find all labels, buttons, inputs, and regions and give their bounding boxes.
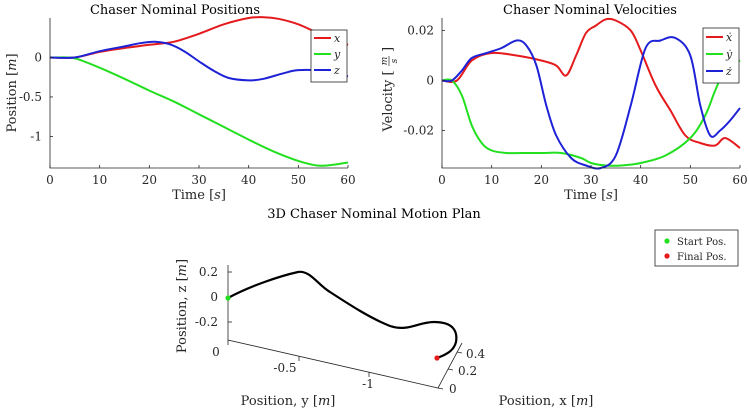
velocities-plot: Chaser Nominal Velocities 0 10 20 30 40 50 60 … — [380, 3, 748, 203]
positions-ylabel: Position [m] — [5, 53, 20, 132]
velocities-series-line-0 — [441, 17, 741, 149]
x-tick-label: 0 — [449, 382, 457, 396]
legend-label-z: z — [333, 64, 340, 77]
positions-x-ticks: 0 10 20 30 40 50 60 — [46, 165, 356, 187]
motion-plan-legend: Start Pos. Final Pos. — [654, 229, 739, 267]
positions-xtick-label: 50 — [291, 173, 306, 187]
motion-plan-legend-box — [654, 229, 739, 267]
x-tick-label: 0.4 — [466, 347, 485, 361]
positions-series-line-2 — [49, 40, 349, 82]
x-ticks: 0 0.2 0.4 — [437, 347, 485, 396]
x-axis-label: Position, x [m] — [499, 394, 594, 409]
legend-label-start: Start Pos. — [677, 237, 726, 248]
velocities-ytick-label: -0.02 — [403, 124, 434, 138]
positions-series-line-1 — [49, 56, 349, 167]
legend-label-final: Final Pos. — [677, 252, 727, 263]
legend-marker-start — [664, 238, 670, 244]
positions-xtick-label: 60 — [340, 173, 355, 187]
motion-plan-title: 3D Chaser Nominal Motion Plan — [267, 207, 481, 222]
legend-marker-final — [664, 253, 670, 259]
velocities-y-ticks: 0.02 0 -0.02 — [403, 24, 445, 138]
legend-label-xdot: ẋ — [726, 31, 733, 44]
positions-ytick-label: -1 — [30, 129, 42, 143]
y-ticks: 0 -0.5 -1 — [212, 340, 374, 391]
positions-xtick-label: 0 — [46, 173, 54, 187]
y-axis-label: Position, y [m] — [241, 394, 336, 409]
z-tick-label: 0 — [210, 290, 218, 304]
positions-plot: Chaser Nominal Positions 0 10 20 30 40 50 60 0… — [5, 3, 356, 203]
start-marker — [225, 295, 231, 301]
velocities-yunit-den: s — [390, 58, 400, 63]
legend-label-zdot: ż — [725, 65, 732, 78]
velocities-xtick-label: 40 — [633, 173, 648, 187]
trajectory-line — [227, 270, 458, 360]
x-tick-mark — [456, 351, 463, 354]
positions-xtick-label: 40 — [241, 173, 256, 187]
positions-title: Chaser Nominal Positions — [90, 3, 260, 18]
positions-legend: x y z — [310, 29, 348, 83]
z-tick-label: -0.2 — [195, 315, 218, 329]
positions-axes — [49, 18, 348, 169]
positions-series — [49, 16, 349, 167]
z-axis-label: Position, z [m] — [175, 259, 190, 353]
velocities-title: Chaser Nominal Velocities — [503, 3, 677, 18]
z-tick-label: 0.2 — [199, 265, 218, 279]
velocities-xlabel: Time [s] — [564, 188, 618, 203]
final-marker — [434, 355, 440, 361]
legend-label-x: x — [334, 32, 341, 45]
y-tick-label: -1 — [362, 377, 374, 391]
positions-xtick-label: 10 — [92, 173, 107, 187]
x-tick-mark — [447, 368, 454, 371]
velocities-series — [441, 17, 741, 170]
velocities-series-line-2 — [441, 36, 741, 170]
velocities-xtick-label: 0 — [438, 173, 446, 187]
legend-label-ydot: ẏ — [725, 48, 733, 61]
velocities-xtick-label: 30 — [583, 173, 598, 187]
motion-plan-axes — [227, 265, 463, 389]
velocities-xtick-label: 10 — [484, 173, 499, 187]
positions-y-ticks: 0 -0.5 -1 — [19, 50, 53, 143]
z-ticks: 0.2 0 -0.2 — [195, 265, 232, 329]
velocities-legend: ẋ ẏ ż — [702, 27, 740, 84]
legend-label-y: y — [333, 48, 341, 61]
velocities-ylabel: Velocity [ m s ] — [380, 47, 400, 133]
velocities-ytick-label: 0.02 — [407, 24, 434, 38]
y-tick-label: 0 — [212, 345, 220, 359]
positions-ytick-label: -0.5 — [19, 90, 42, 104]
velocities-ylabel-text: Velocity [ — [381, 70, 396, 132]
velocities-xtick-label: 50 — [683, 173, 698, 187]
x-tick-mark — [437, 387, 444, 390]
velocities-xtick-label: 60 — [732, 173, 747, 187]
velocities-series-line-1 — [441, 59, 741, 167]
x-tick-label: 0.2 — [458, 364, 477, 378]
positions-xtick-label: 30 — [191, 173, 206, 187]
y-tick-label: -0.5 — [273, 361, 296, 375]
positions-ytick-label: 0 — [34, 50, 42, 64]
velocities-axes — [441, 18, 740, 169]
motion-plan-plot: 3D Chaser Nominal Motion Plan 0.2 0 -0.2… — [175, 207, 739, 409]
velocities-x-ticks: 0 10 20 30 40 50 60 — [438, 165, 748, 187]
velocities-ylabel-close: ] — [381, 47, 396, 52]
velocities-xtick-label: 20 — [534, 173, 549, 187]
velocities-ytick-label: 0 — [426, 74, 434, 88]
positions-xtick-label: 20 — [142, 173, 157, 187]
positions-xlabel: Time [s] — [172, 188, 226, 203]
velocities-yunit-num: m — [380, 57, 390, 66]
